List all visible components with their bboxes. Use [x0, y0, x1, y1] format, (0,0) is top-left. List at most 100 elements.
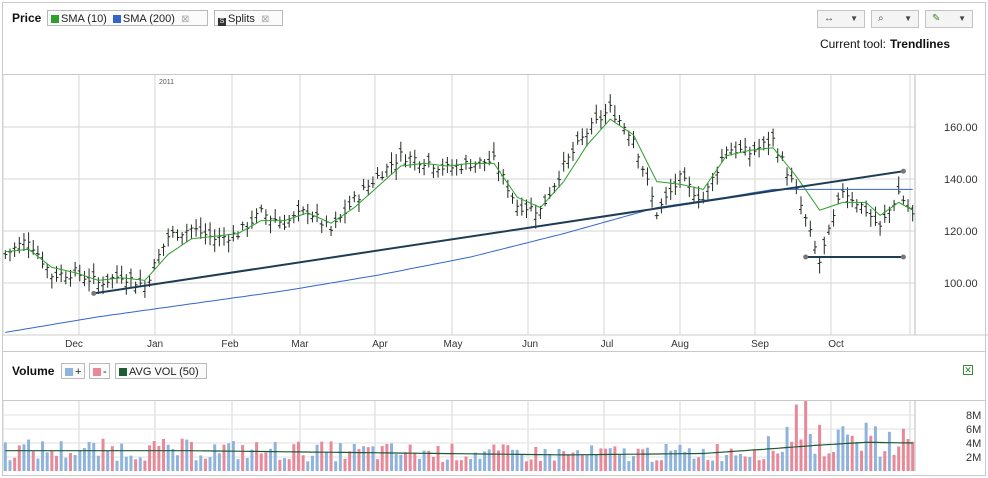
volume-up-bar — [483, 451, 487, 471]
volume-up-bar — [115, 460, 119, 471]
volume-up-bar — [185, 439, 189, 471]
volume-up-bar — [324, 451, 328, 471]
volume-up-bar — [780, 451, 784, 471]
volume-up-bar — [846, 434, 850, 471]
volume-down-bar — [241, 445, 245, 471]
price-x-tick-label: May — [444, 339, 463, 350]
volume-down-bar — [529, 459, 533, 471]
volume-down-label: - — [103, 366, 107, 378]
price-plot-area — [3, 75, 915, 335]
volume-up-swatch — [65, 368, 73, 376]
volume-down-bar — [459, 460, 463, 471]
volume-up-bar — [64, 457, 68, 471]
trendline-handle — [803, 254, 809, 260]
pan-icon: ↔ — [824, 13, 834, 24]
volume-up-bar — [739, 453, 743, 471]
chevron-down-icon: ▼ — [850, 14, 858, 23]
splits-icon: S — [218, 18, 226, 26]
volume-down-bar — [264, 452, 268, 471]
volume-down-bar — [55, 455, 59, 471]
remove-splits-icon[interactable]: ⊠ — [260, 14, 270, 25]
volume-up-bar — [236, 459, 240, 471]
volume-down-bar — [613, 446, 617, 471]
price-x-tick-label: Feb — [221, 339, 239, 350]
volume-up-bar — [199, 455, 203, 471]
volume-up-chip[interactable]: + — [61, 363, 85, 379]
volume-down-bar — [427, 450, 431, 471]
volume-y-tick-label: 8M — [966, 410, 981, 422]
volume-down-bar — [822, 456, 826, 471]
volume-up-bar — [399, 454, 403, 471]
volume-up-bar — [352, 443, 356, 471]
volume-down-bar — [455, 460, 459, 471]
volume-down-bar — [403, 452, 407, 471]
volume-up-bar — [171, 448, 175, 471]
sma10-line — [5, 118, 913, 281]
volume-down-bar — [901, 428, 905, 471]
volume-down-bar — [50, 450, 54, 471]
splits-label: Splits — [228, 13, 255, 25]
price-x-tick-label: Apr — [372, 339, 388, 350]
volume-down-bar — [148, 445, 152, 471]
volume-down-bar — [729, 448, 733, 471]
price-chart[interactable]: 100.00 120.00 140.00 160.00 Dec Jan Feb Mar Apr M… — [0, 75, 988, 351]
volume-down-swatch — [93, 368, 101, 376]
volume-up-bar — [748, 457, 752, 471]
volume-up-bar — [650, 461, 654, 471]
volume-chart[interactable]: 2M 4M 6M 8M — [0, 401, 988, 473]
volume-down-bar — [771, 450, 775, 471]
volume-down-bar — [636, 448, 640, 471]
volume-down-bar — [501, 444, 505, 471]
volume-down-chip[interactable]: - — [89, 363, 110, 379]
volume-up-bar — [22, 444, 26, 471]
volume-down-bar — [762, 459, 766, 471]
volume-down-bar — [743, 456, 747, 471]
volume-up-bar — [664, 443, 668, 471]
splits-toggle[interactable]: S Splits ⊠ — [214, 10, 283, 26]
price-y-tick-label: 140.00 — [944, 174, 978, 186]
volume-up-bar — [78, 450, 82, 471]
volume-up-bar — [3, 442, 7, 471]
remove-indicator-icon[interactable]: ⊠ — [180, 14, 190, 25]
volume-down-bar — [348, 451, 352, 471]
price-x-tick-label: Oct — [828, 339, 844, 350]
current-tool-indicator: Current tool: Trendlines — [820, 37, 950, 51]
avg-vol-line — [5, 441, 913, 456]
volume-up-bar — [631, 456, 635, 471]
sma10-chip-label[interactable]: SMA (10) — [61, 13, 107, 25]
volume-down-bar — [604, 448, 608, 471]
volume-down-bar — [189, 441, 193, 471]
volume-up-bar — [338, 443, 342, 471]
price-x-tick-label: Aug — [671, 339, 689, 350]
volume-up-bar — [520, 454, 524, 471]
volume-up-bar — [808, 434, 812, 471]
volume-down-bar — [110, 446, 114, 471]
pan-tool-button[interactable]: ↔ ▼ — [817, 10, 865, 28]
volume-down-bar — [222, 444, 226, 471]
volume-down-bar — [376, 459, 380, 471]
draw-tool-button[interactable]: ✎ ▼ — [925, 10, 973, 28]
volume-up-bar — [82, 448, 86, 471]
volume-down-bar — [524, 461, 528, 471]
zoom-tool-button[interactable]: ⌕ ▼ — [871, 10, 919, 28]
price-y-tick-label: 100.00 — [944, 278, 978, 290]
price-panel-title: Price — [12, 11, 42, 25]
volume-down-bar — [497, 450, 501, 471]
volume-down-bar — [859, 450, 863, 471]
volume-up-bar — [473, 452, 477, 471]
volume-down-bar — [320, 441, 324, 471]
volume-down-bar — [464, 456, 468, 471]
avg-vol-chip[interactable]: AVG VOL (50) — [115, 363, 207, 379]
volume-up-bar — [785, 426, 789, 471]
volume-down-bar — [832, 452, 836, 471]
volume-up-bar — [590, 445, 594, 471]
volume-down-bar — [776, 453, 780, 471]
trendline-handle — [900, 254, 906, 260]
close-volume-panel-icon[interactable]: ✕ — [963, 365, 973, 375]
sma200-swatch — [112, 15, 121, 23]
sma200-chip-label[interactable]: SMA (200) — [122, 13, 175, 25]
sma200-line — [5, 188, 913, 333]
volume-down-bar — [380, 446, 384, 471]
volume-down-bar — [255, 442, 259, 471]
volume-down-bar — [450, 443, 454, 471]
